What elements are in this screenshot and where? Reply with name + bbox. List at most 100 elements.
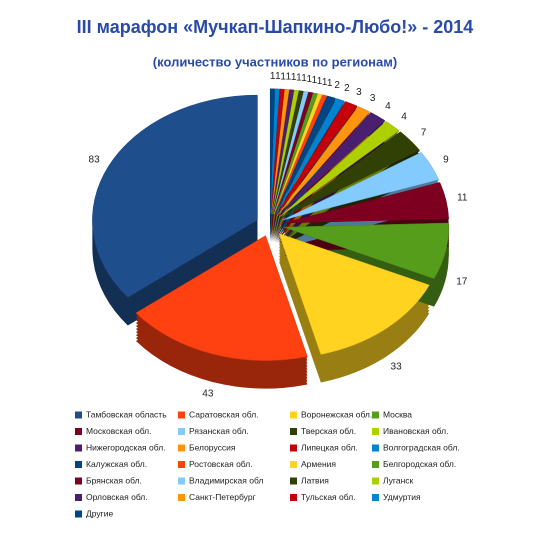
legend-label: Брянская обл. bbox=[86, 475, 142, 485]
legend-swatch bbox=[75, 494, 82, 501]
legend-label: Тверская обл. bbox=[301, 426, 356, 436]
slice bbox=[273, 92, 318, 215]
value-label: 83 bbox=[89, 155, 101, 166]
slice bbox=[277, 106, 370, 216]
value-label: 9 bbox=[443, 155, 449, 166]
legend-swatch bbox=[290, 428, 297, 435]
chart-subtitle: (количество участников по регионам) bbox=[153, 54, 397, 69]
legend-label: Рязанская обл. bbox=[189, 426, 249, 436]
legend-label: Липецкая обл. bbox=[301, 442, 358, 452]
value-label: 11 bbox=[457, 193, 468, 204]
legend-swatch bbox=[178, 444, 185, 452]
legend-label: Белоруссия bbox=[189, 442, 236, 452]
legend-label: Владимирская обл bbox=[189, 475, 263, 485]
slice bbox=[271, 89, 299, 214]
slice bbox=[282, 152, 440, 221]
slice bbox=[271, 88, 290, 214]
slice bbox=[276, 101, 358, 216]
legend-label: Луганск bbox=[383, 475, 414, 485]
slice bbox=[283, 182, 449, 224]
legend-swatch bbox=[290, 477, 297, 485]
slice bbox=[269, 88, 275, 214]
value-label: 3 bbox=[370, 93, 376, 104]
legend-label: Латвия bbox=[301, 475, 329, 485]
legend-swatch bbox=[290, 494, 297, 501]
legend-swatch bbox=[75, 444, 82, 452]
legend-swatch bbox=[75, 461, 82, 468]
value-label: 2 bbox=[334, 80, 340, 91]
legend-label: Ивановская обл. bbox=[383, 426, 448, 436]
legend-swatch bbox=[75, 428, 82, 435]
legend-swatch bbox=[75, 510, 82, 518]
legend-swatch bbox=[372, 444, 379, 452]
slice bbox=[271, 89, 295, 214]
legend-swatch bbox=[75, 411, 82, 419]
value-label: 3 bbox=[356, 87, 362, 98]
legend-swatch bbox=[372, 461, 379, 468]
legend-swatch bbox=[178, 494, 185, 501]
value-label: 1 bbox=[306, 74, 312, 85]
value-label: 43 bbox=[202, 389, 214, 400]
legend-swatch bbox=[75, 477, 82, 485]
value-label: 4 bbox=[385, 101, 391, 112]
legend-swatch bbox=[178, 428, 185, 435]
value-label: 1 bbox=[280, 71, 286, 82]
legend-label: Саратовская обл. bbox=[189, 409, 259, 419]
value-label: 33 bbox=[391, 361, 403, 372]
legend-swatch bbox=[372, 411, 379, 419]
slice bbox=[92, 94, 258, 298]
chart-title: III марафон «Мучкап-Шапкино-Любо!» - 201… bbox=[77, 17, 474, 37]
legend-label: Московская обл. bbox=[86, 426, 152, 436]
legend-swatch bbox=[290, 411, 297, 419]
legend-swatch bbox=[290, 461, 297, 468]
value-label: 1 bbox=[327, 78, 333, 89]
legend-label: Удмуртия bbox=[383, 492, 421, 502]
slice bbox=[272, 91, 314, 215]
legend-label: Москва bbox=[383, 409, 412, 419]
value-label: 1 bbox=[270, 71, 276, 82]
slice bbox=[280, 131, 421, 219]
legend-swatch bbox=[290, 444, 297, 452]
slice bbox=[135, 235, 308, 361]
slice bbox=[279, 121, 400, 218]
slice bbox=[272, 90, 309, 215]
legend-swatch bbox=[372, 428, 379, 435]
slice bbox=[275, 98, 345, 215]
legend-swatch bbox=[178, 411, 185, 419]
legend-label: Нижегородская обл. bbox=[86, 442, 166, 452]
legend-label: Ростовская обл. bbox=[189, 459, 253, 469]
value-label: 2 bbox=[344, 83, 350, 94]
slice bbox=[270, 88, 285, 214]
legend-label: Орловская обл. bbox=[86, 492, 148, 502]
legend-label: Другие bbox=[86, 508, 113, 518]
value-label: 1 bbox=[286, 72, 292, 83]
legend-label: Воронежская обл. bbox=[301, 409, 372, 419]
legend-swatch bbox=[178, 461, 185, 468]
slice bbox=[278, 112, 386, 217]
value-label: 7 bbox=[421, 128, 427, 139]
legend-label: Волгоградская обл. bbox=[383, 442, 460, 452]
slice bbox=[270, 88, 280, 214]
slice bbox=[274, 94, 328, 215]
legend-swatch bbox=[372, 494, 379, 501]
value-label: 17 bbox=[456, 277, 468, 288]
slice bbox=[274, 95, 336, 215]
value-label: 1 bbox=[317, 76, 323, 87]
legend-label: Армения bbox=[301, 459, 336, 469]
legend-label: Белгородская обл. bbox=[383, 459, 456, 469]
value-label: 4 bbox=[401, 111, 407, 122]
value-label: 1 bbox=[301, 73, 307, 84]
slice bbox=[272, 90, 304, 215]
value-label: 1 bbox=[291, 72, 297, 83]
legend-swatch bbox=[178, 477, 185, 485]
value-label: 1 bbox=[296, 73, 302, 84]
slice bbox=[278, 233, 430, 355]
slice bbox=[273, 93, 323, 215]
value-label: 1 bbox=[275, 71, 281, 82]
legend-label: Калужская обл. bbox=[86, 459, 147, 469]
slice bbox=[283, 222, 449, 279]
value-label: 1 bbox=[322, 77, 328, 88]
legend-label: Тульская обл. bbox=[301, 492, 356, 502]
legend-swatch bbox=[372, 477, 379, 485]
